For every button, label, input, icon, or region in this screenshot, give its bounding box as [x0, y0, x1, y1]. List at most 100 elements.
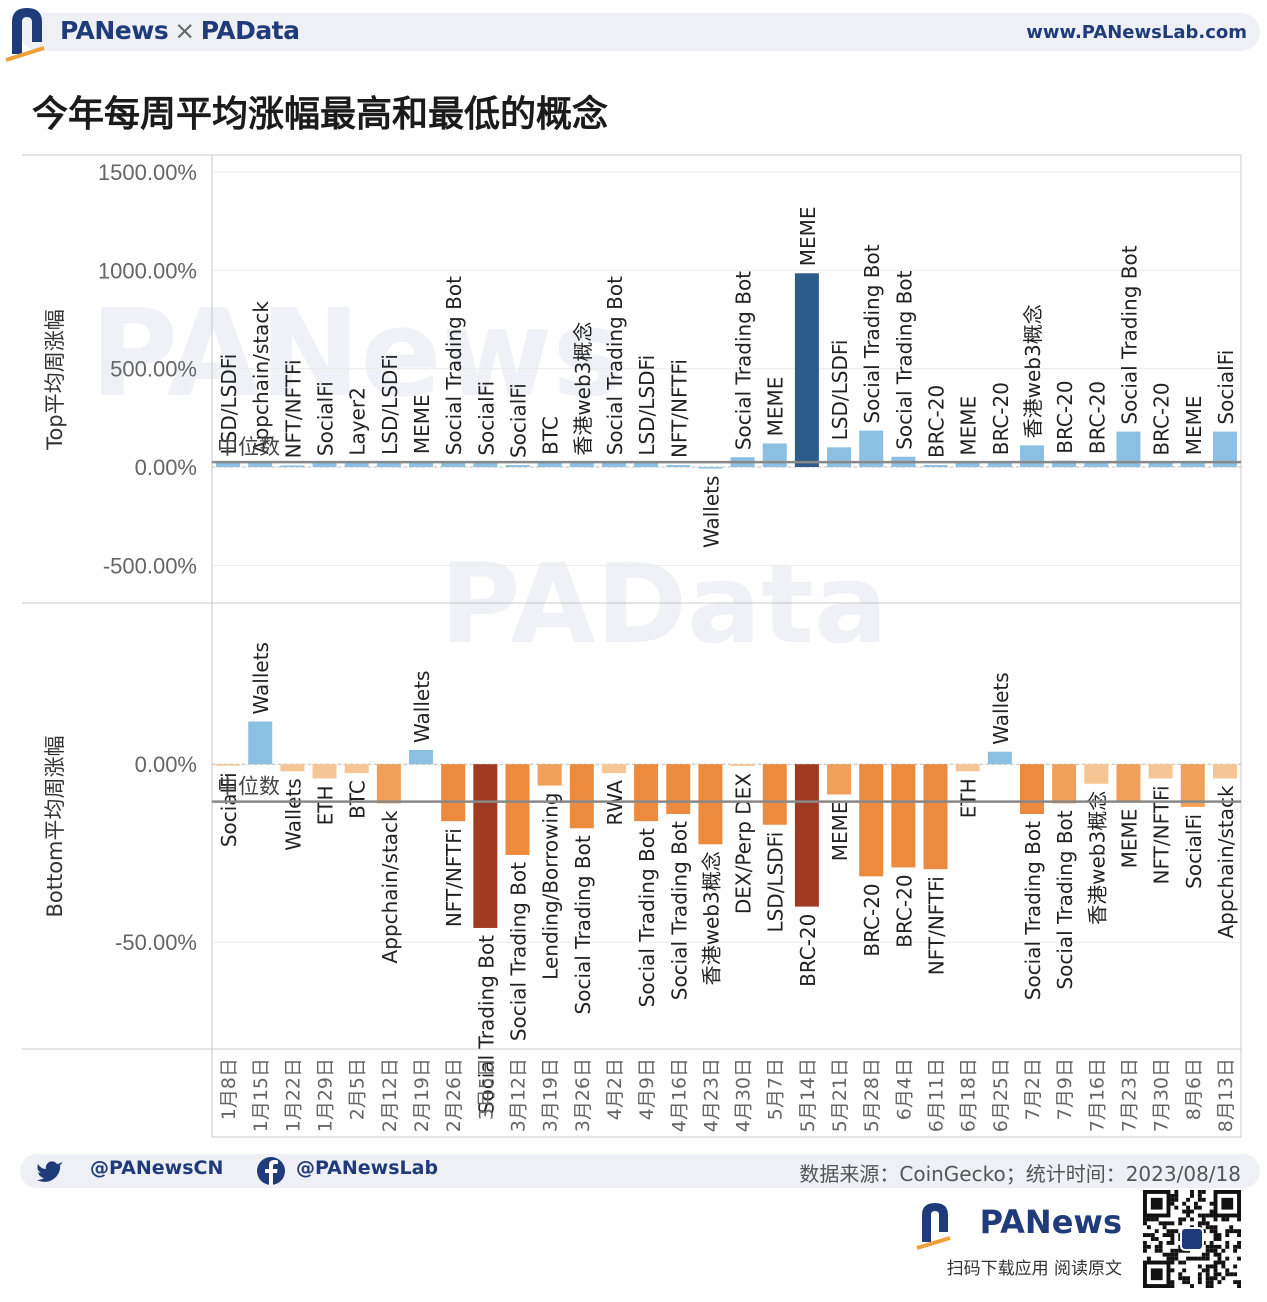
bar [280, 465, 305, 467]
bar [569, 764, 594, 829]
x-tick-label: 5月14日 [797, 1058, 819, 1132]
bar-category-label: Social Trading Bot [1021, 821, 1045, 1000]
bar-category-label: SocialFi [1182, 814, 1206, 889]
brand-separator: × [174, 16, 195, 45]
bar-category-label: MEME [1117, 809, 1141, 869]
bar-category-label: Appchain/stack [1214, 785, 1238, 938]
x-tick-label: 4月2日 [604, 1058, 626, 1120]
bar [376, 764, 401, 804]
x-tick-label: 3月5日 [475, 1058, 497, 1120]
bar-category-label: Social Trading Bot [506, 862, 530, 1041]
bar [216, 764, 241, 766]
bar-category-label: MEME [796, 206, 820, 266]
bar [666, 764, 691, 815]
header-brand: PANews × PAData [60, 16, 300, 45]
bar-category-label: SocialFi [1214, 350, 1238, 425]
bar [441, 764, 466, 822]
bar-category-label: Social Trading Bot [1053, 810, 1077, 989]
bar [987, 462, 1012, 467]
bar [344, 462, 369, 467]
y-axis-title: Bottom平均周涨幅 [43, 735, 67, 917]
x-tick-label: 5月7日 [765, 1058, 787, 1120]
bar [1052, 764, 1077, 804]
facebook-handle[interactable]: @PANewsLab [296, 1157, 439, 1179]
bar-category-label: BRC-20 [892, 874, 916, 947]
y-tick-label: 0.00% [135, 752, 197, 777]
bar [923, 465, 948, 467]
bar-category-label: ETH [957, 778, 981, 818]
x-tick-label: 7月9日 [1054, 1058, 1076, 1120]
bar-category-label: BTC [346, 780, 370, 819]
bar [409, 461, 434, 467]
bar [473, 462, 498, 467]
bar [505, 764, 530, 855]
bar-category-label: Social Trading Bot [892, 270, 916, 449]
bar-category-label: SocialFi [474, 381, 498, 456]
bar-category-label: BRC-20 [925, 385, 949, 458]
bar-category-label: Social Trading Bot [732, 271, 756, 450]
y-tick-label: -500.00% [103, 553, 197, 578]
bar-category-label: SocialFi [314, 381, 338, 456]
bar-category-label: SocialFi [506, 383, 530, 458]
x-tick-label: 6月11日 [926, 1058, 948, 1132]
facebook-icon[interactable] [256, 1156, 286, 1186]
bar [280, 764, 305, 772]
bar-category-label: LSD/LSDFi [635, 355, 659, 456]
bar-category-label: Social Trading Bot [603, 276, 627, 455]
bar [1052, 460, 1077, 467]
bar-category-label: LSD/LSDFi [764, 832, 788, 933]
y-tick-label: 500.00% [110, 357, 197, 382]
y-tick-label: 1000.00% [98, 258, 197, 283]
bar [730, 764, 755, 766]
x-tick-label: 7月16日 [1086, 1058, 1108, 1132]
bar-category-label: NFT/NFTFi [1150, 785, 1174, 884]
twitter-icon[interactable] [36, 1158, 64, 1182]
footer-band [20, 1154, 1260, 1188]
brand-padata: PAData [200, 16, 300, 45]
bar-category-label: MEME [410, 394, 434, 454]
bar-category-label: Wallets [699, 476, 723, 548]
bar [1148, 764, 1173, 779]
watermark-padata: PAData [440, 540, 888, 668]
x-tick-label: 1月22日 [282, 1058, 304, 1132]
data-source: 数据来源：CoinGecko；统计时间：2023/08/18 [799, 1162, 1241, 1186]
y-tick-label: 0.00% [135, 455, 197, 480]
download-tagline: 扫码下载应用 阅读原文 [946, 1259, 1122, 1279]
bar [859, 764, 884, 877]
bar-category-label: Social Trading Bot [474, 935, 498, 1114]
bar [698, 467, 723, 469]
bar [601, 462, 626, 467]
x-tick-label: 5月21日 [829, 1058, 851, 1132]
bar [827, 764, 852, 795]
bar [891, 764, 916, 868]
twitter-handle[interactable]: @PANewsCN [90, 1157, 224, 1179]
bar [248, 721, 273, 765]
x-tick-label: 7月2日 [1022, 1058, 1044, 1120]
bar-category-label: NFT/NFTFi [925, 876, 949, 975]
x-tick-label: 2月5日 [347, 1058, 369, 1120]
bar [1019, 445, 1044, 467]
bar [1180, 462, 1205, 467]
bar [987, 751, 1012, 765]
bar-category-label: BTC [539, 416, 563, 455]
bar-category-label: Wallets [281, 778, 305, 850]
x-tick-label: 4月30日 [733, 1058, 755, 1132]
bar [569, 462, 594, 467]
bar-category-label: Social Trading Bot [1117, 245, 1141, 424]
x-tick-label: 8月13日 [1215, 1058, 1237, 1132]
header-band [20, 13, 1260, 51]
bar-category-label: MEME [764, 377, 788, 437]
bar [1084, 461, 1109, 467]
bar-category-label: BRC-20 [989, 382, 1013, 455]
bar [794, 764, 819, 907]
panews-logo-icon [5, 8, 45, 62]
bar-category-label: Wallets [249, 642, 273, 714]
bar-category-label: Appchain/stack [249, 301, 273, 454]
y-tick-label: 1500.00% [98, 160, 197, 185]
bar [537, 461, 562, 467]
watermark-panews: PANews [90, 285, 624, 424]
qr-code-icon[interactable] [1143, 1190, 1241, 1288]
x-tick-label: 3月19日 [540, 1058, 562, 1132]
site-url[interactable]: www.PANewsLab.com [1026, 22, 1247, 43]
x-tick-label: 1月15日 [250, 1058, 272, 1132]
